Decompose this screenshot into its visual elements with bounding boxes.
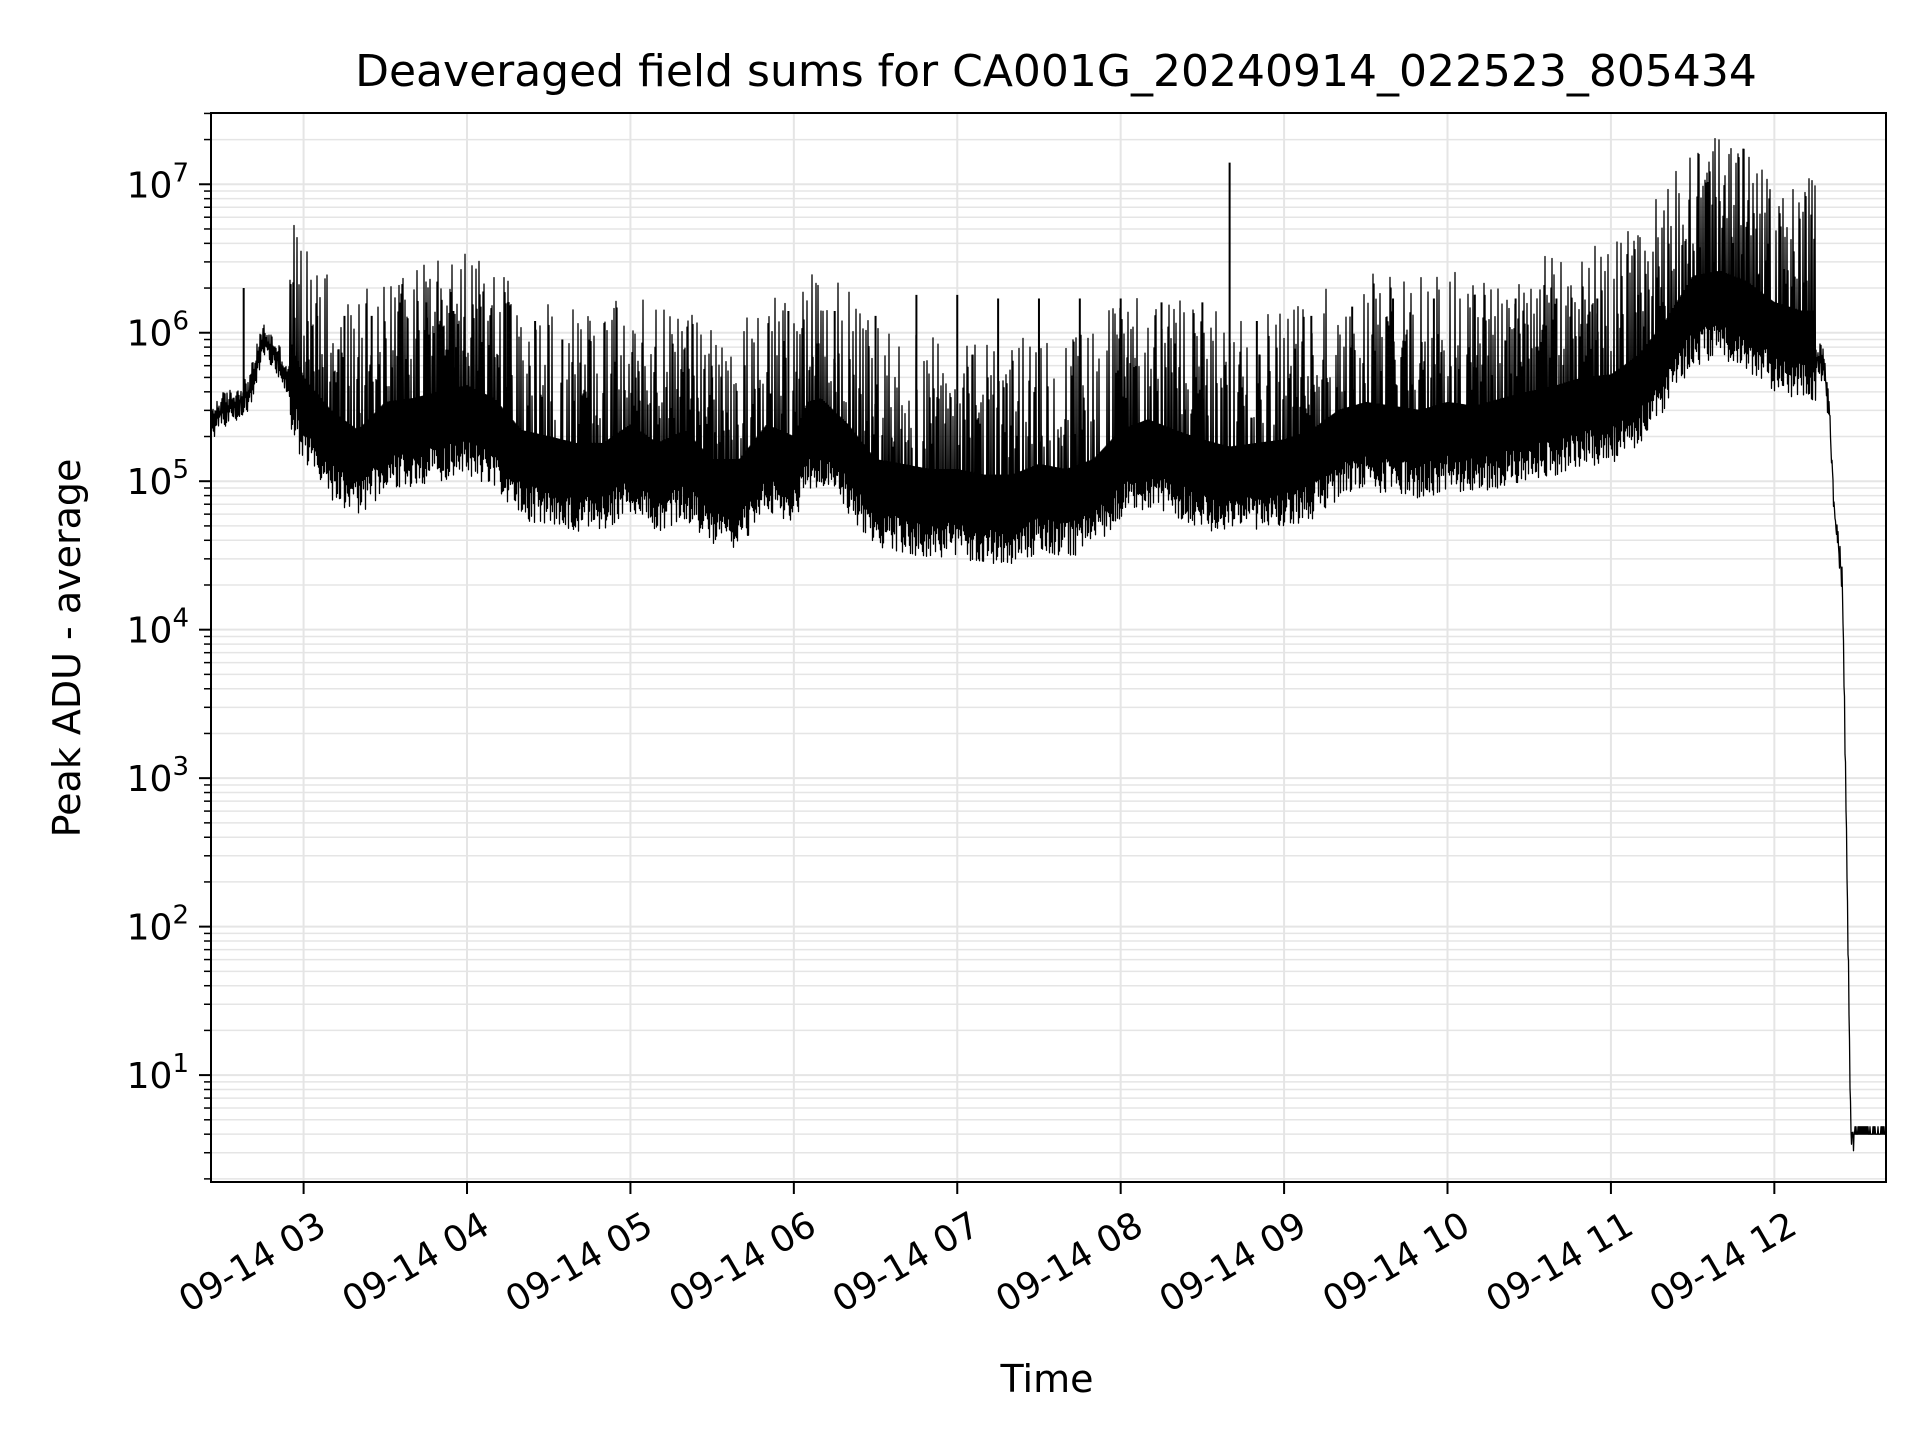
x-axis-label: Time (1000, 1357, 1094, 1401)
y-axis: 101 102 103 104 105 106 107 (127, 112, 211, 1180)
chart-title: Deaveraged field sums for CA001G_2024091… (355, 46, 1757, 97)
y-tick-label: 105 (127, 455, 189, 503)
data-layer (210, 137, 1887, 1152)
y-tick-label: 101 (127, 1049, 189, 1097)
y-axis-label: Peak ADU - average (45, 459, 89, 838)
y-tick-label: 107 (127, 158, 189, 206)
y-tick-label: 106 (127, 307, 189, 355)
y-tick-label: 103 (127, 752, 189, 800)
series-line (210, 137, 1887, 1152)
y-tick-label: 102 (127, 901, 189, 949)
plot-area-frame (210, 112, 1887, 1183)
y-tick-label: 104 (127, 604, 189, 652)
